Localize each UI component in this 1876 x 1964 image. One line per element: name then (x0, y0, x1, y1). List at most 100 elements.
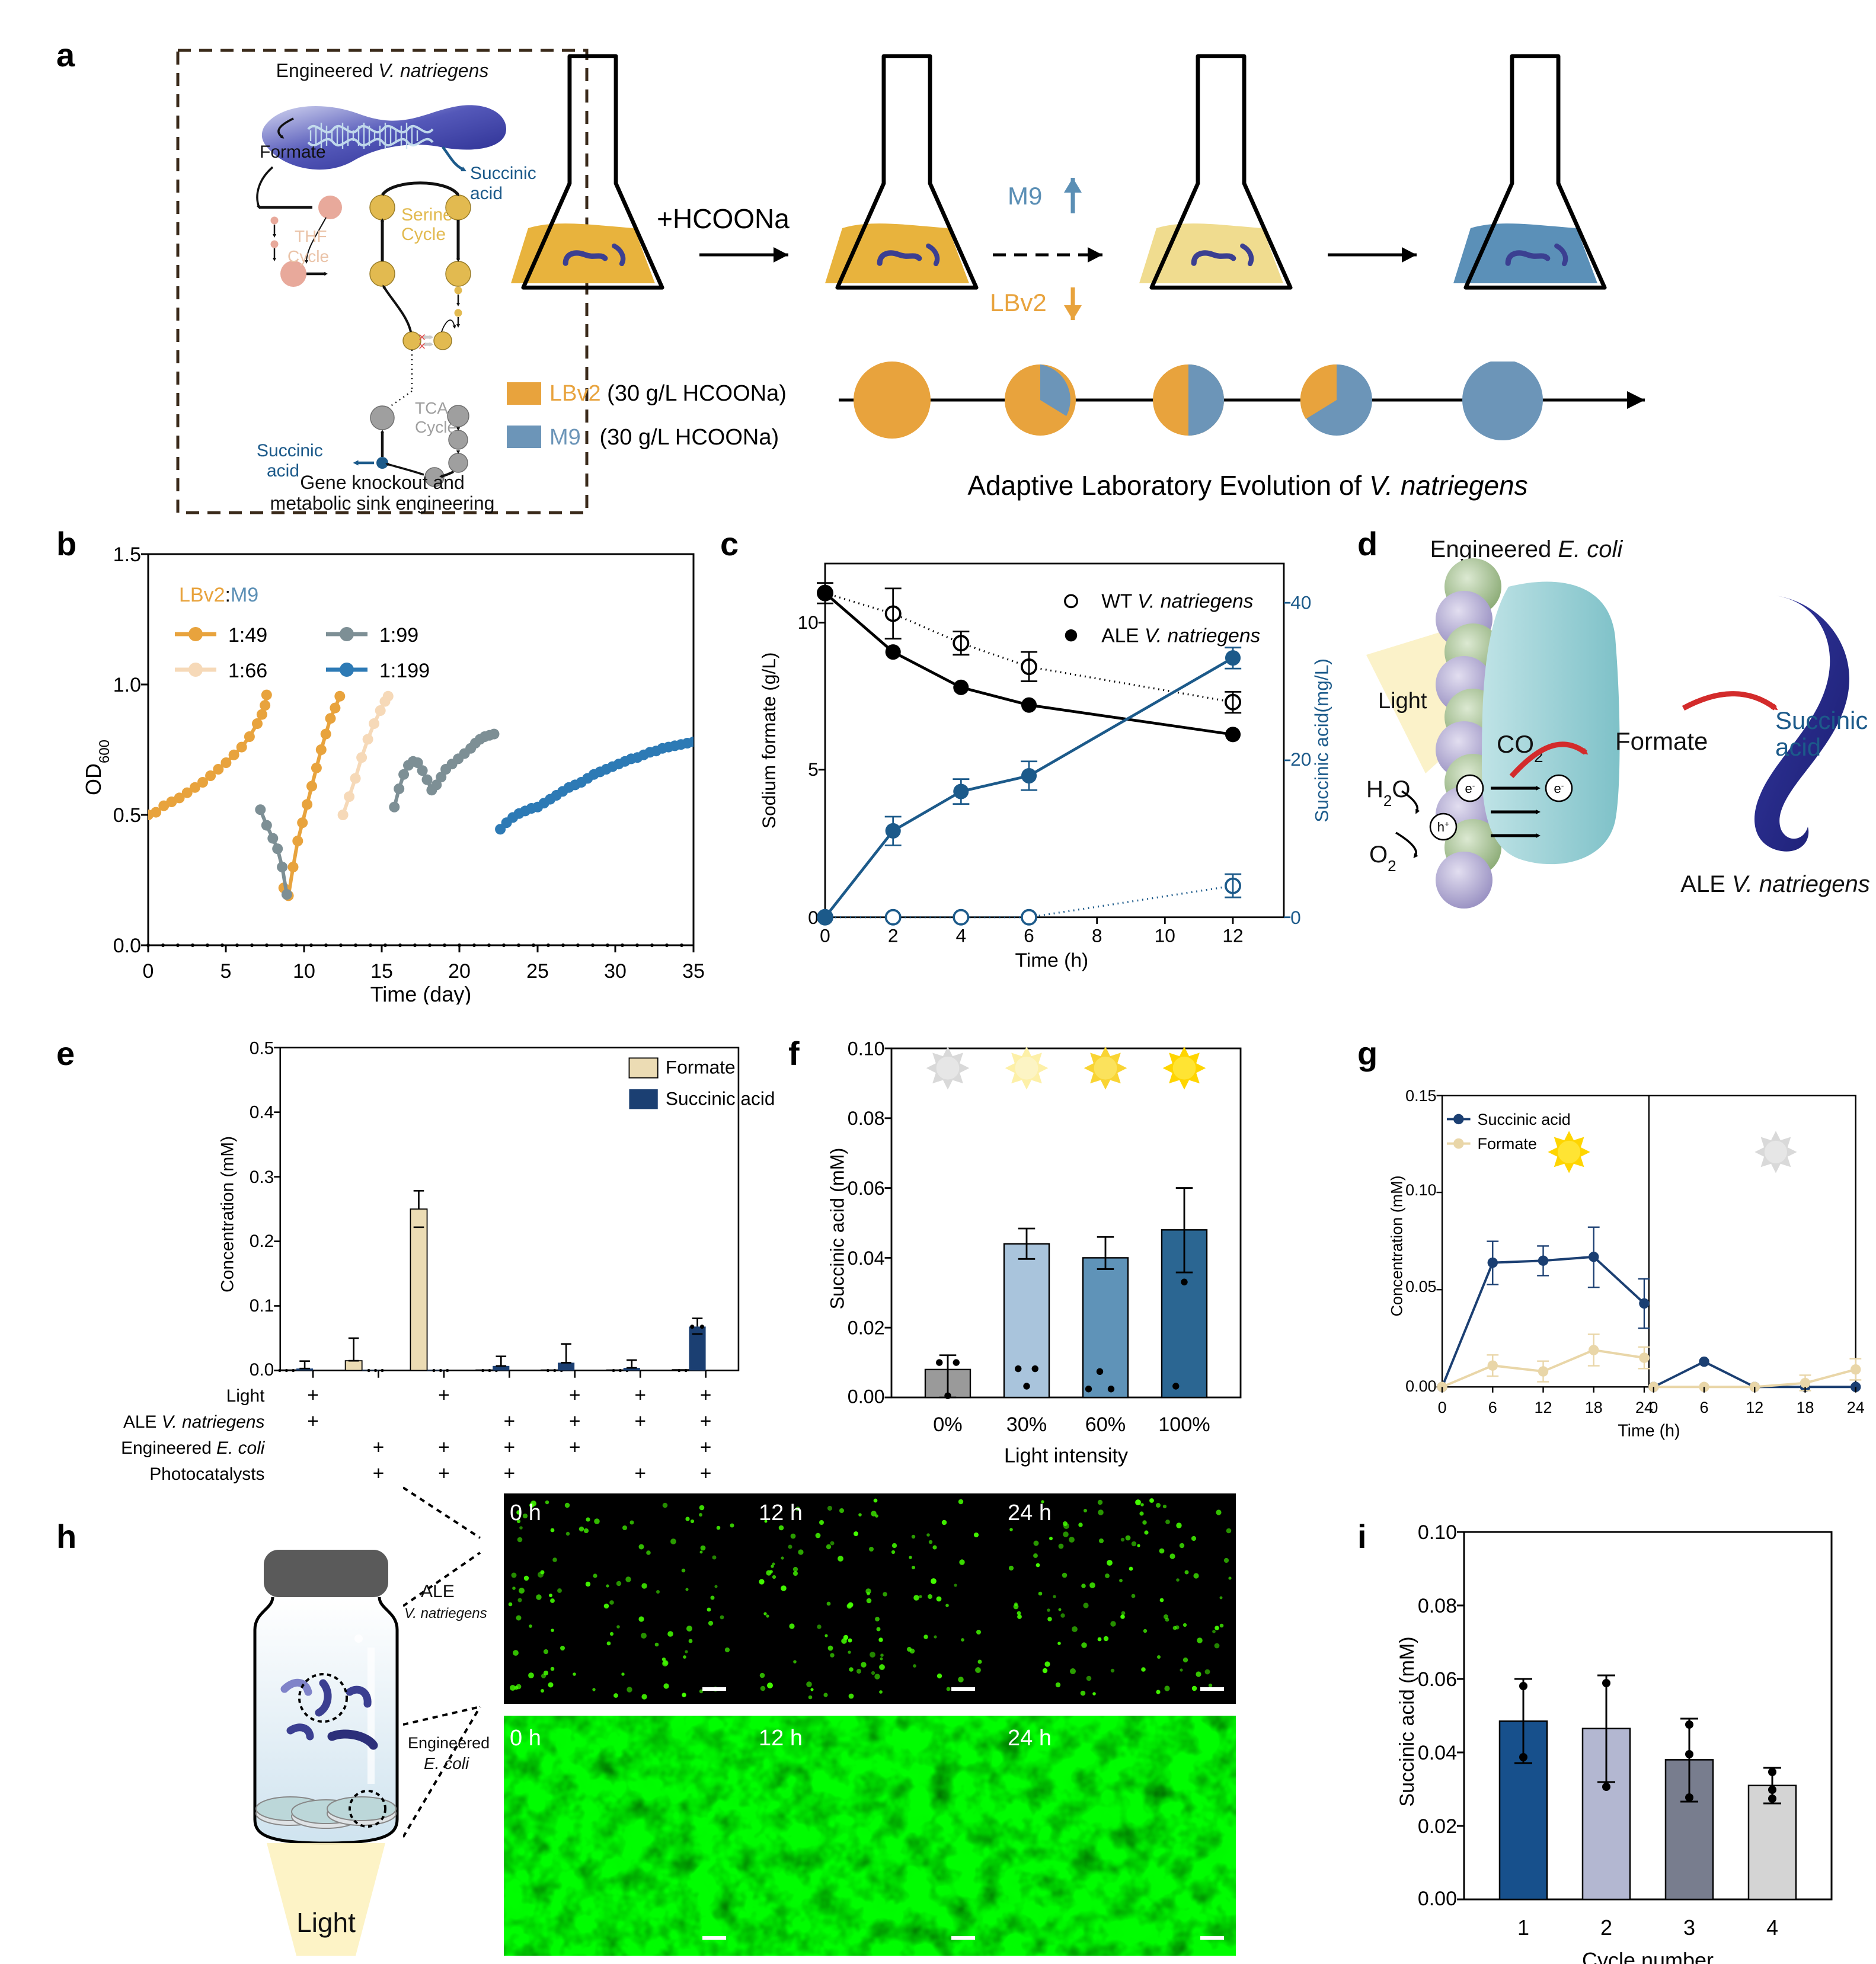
svg-text:+: + (438, 1384, 450, 1406)
svg-text:12: 12 (1746, 1399, 1763, 1416)
svg-text:1: 1 (1517, 1915, 1529, 1940)
svg-text:0: 0 (820, 925, 830, 946)
svg-text:+: + (634, 1410, 646, 1432)
svg-text:0.5: 0.5 (250, 1038, 274, 1058)
svg-text:+: + (373, 1437, 385, 1458)
svg-text:35: 35 (682, 960, 705, 983)
svg-text:Succinic: Succinic (257, 441, 323, 460)
svg-text:Adaptive Laboratory Evolution: Adaptive Laboratory Evolution of V. natr… (967, 470, 1527, 501)
svg-text:60%: 60% (1085, 1413, 1126, 1436)
svg-text:3: 3 (1683, 1915, 1695, 1940)
svg-text:0 h: 0 h (510, 1726, 541, 1751)
svg-text:0.0: 0.0 (250, 1360, 274, 1380)
svg-text:0.15: 0.15 (1405, 1087, 1436, 1105)
svg-text:O2: O2 (1369, 842, 1396, 875)
svg-text:E. coli: E. coli (424, 1754, 469, 1773)
svg-text:Engineered E. coli: Engineered E. coli (1430, 536, 1623, 562)
svg-text:15: 15 (370, 960, 393, 983)
svg-text:Succinic: Succinic (1775, 706, 1868, 734)
svg-text:2: 2 (888, 925, 899, 946)
svg-text:0.10: 0.10 (848, 1038, 885, 1059)
svg-text:2: 2 (1600, 1915, 1612, 1940)
svg-text:0.0: 0.0 (113, 935, 141, 957)
svg-text:1:99: 1:99 (379, 624, 418, 647)
svg-text:0.00: 0.00 (1405, 1377, 1436, 1395)
svg-text:Succinic acid (mM): Succinic acid (mM) (1396, 1636, 1418, 1806)
svg-text:Time (h): Time (h) (1618, 1422, 1680, 1441)
svg-text:Engineered: Engineered (408, 1734, 490, 1752)
svg-text:0%: 0% (933, 1413, 962, 1436)
svg-text:10: 10 (1155, 925, 1175, 946)
svg-text:0.02: 0.02 (848, 1317, 885, 1339)
svg-text:20: 20 (1290, 749, 1311, 770)
svg-text:Photocatalysts: Photocatalysts (149, 1464, 264, 1484)
svg-text:0.06: 0.06 (848, 1178, 885, 1199)
svg-text:+: + (569, 1410, 581, 1432)
svg-text:0: 0 (1649, 1399, 1658, 1416)
svg-text:40: 40 (1290, 591, 1311, 613)
svg-text:+: + (504, 1410, 516, 1432)
svg-text:Concentration (mM): Concentration (mM) (218, 1136, 238, 1293)
svg-text:metabolic sink engineering: metabolic sink engineering (270, 492, 495, 514)
svg-text:24: 24 (1847, 1399, 1865, 1416)
svg-text:Formate: Formate (1615, 727, 1708, 755)
svg-text:1.5: 1.5 (113, 543, 141, 566)
svg-text:10: 10 (798, 612, 819, 633)
svg-text:acid: acid (1775, 733, 1821, 761)
svg-text:18: 18 (1585, 1399, 1603, 1416)
svg-text:+: + (569, 1384, 581, 1406)
svg-text:8: 8 (1092, 925, 1102, 946)
svg-text:12 h: 12 h (759, 1726, 803, 1751)
svg-text:M9 (30 g/L HCOONa): M9 (30 g/L HCOONa) (549, 425, 779, 450)
svg-text:V. natriegens: V. natriegens (404, 1605, 487, 1621)
svg-text:+: + (373, 1463, 385, 1485)
svg-text:M9: M9 (1008, 182, 1042, 210)
svg-text:0.08: 0.08 (1418, 1595, 1457, 1617)
svg-text:0.02: 0.02 (1418, 1815, 1457, 1838)
svg-text:0.04: 0.04 (848, 1248, 885, 1269)
svg-text:LBv2:M9: LBv2:M9 (179, 584, 258, 606)
svg-text:acid: acid (267, 461, 299, 481)
svg-text:0.10: 0.10 (1405, 1181, 1436, 1199)
svg-text:ALE V. natriegens: ALE V. natriegens (1680, 871, 1869, 897)
svg-text:0.3: 0.3 (250, 1167, 274, 1187)
svg-text:12: 12 (1535, 1399, 1552, 1416)
svg-text:Concentration (mM): Concentration (mM) (1388, 1175, 1406, 1316)
svg-text:Cycle number: Cycle number (1582, 1948, 1714, 1964)
svg-text:5: 5 (220, 960, 232, 983)
svg-text:5: 5 (808, 759, 819, 780)
svg-text:4: 4 (955, 925, 966, 946)
svg-text:Formate: Formate (260, 142, 326, 162)
svg-text:Formate: Formate (666, 1057, 736, 1078)
svg-text:Engineered V. natriegens: Engineered V. natriegens (276, 60, 489, 81)
svg-text:✕: ✕ (418, 341, 426, 352)
svg-text:+: + (307, 1384, 319, 1406)
svg-text:+: + (569, 1437, 581, 1458)
svg-text:4: 4 (1766, 1915, 1778, 1940)
svg-text:+: + (634, 1384, 646, 1406)
svg-text:0.10: 0.10 (1418, 1521, 1457, 1544)
svg-text:1:49: 1:49 (228, 624, 267, 647)
svg-text:Serine: Serine (401, 205, 453, 225)
svg-text:Time (h): Time (h) (1015, 950, 1088, 972)
svg-text:Sodium formate (g/L): Sodium formate (g/L) (758, 652, 779, 829)
svg-text:+HCOONa: +HCOONa (657, 203, 790, 234)
svg-text:30: 30 (604, 960, 627, 983)
svg-text:ALE V. natriegens: ALE V. natriegens (1101, 625, 1260, 647)
svg-text:0.08: 0.08 (848, 1108, 885, 1129)
svg-text:0: 0 (1290, 907, 1301, 928)
svg-text:0.04: 0.04 (1418, 1742, 1457, 1764)
svg-text:+: + (307, 1410, 319, 1432)
svg-text:+: + (438, 1437, 450, 1458)
svg-text:10: 10 (293, 960, 315, 983)
svg-text:25: 25 (526, 960, 549, 983)
svg-text:Succinic acid (mM): Succinic acid (mM) (826, 1148, 848, 1310)
svg-text:Succinic acid: Succinic acid (666, 1087, 775, 1109)
svg-text:0 h: 0 h (510, 1501, 541, 1525)
svg-text:OD600: OD600 (81, 740, 113, 795)
svg-text:1:66: 1:66 (228, 660, 267, 682)
svg-text:0.4: 0.4 (250, 1102, 274, 1122)
svg-text:1.0: 1.0 (113, 674, 141, 696)
svg-text:Succinic acid: Succinic acid (1478, 1111, 1571, 1128)
svg-text:+: + (700, 1384, 711, 1406)
